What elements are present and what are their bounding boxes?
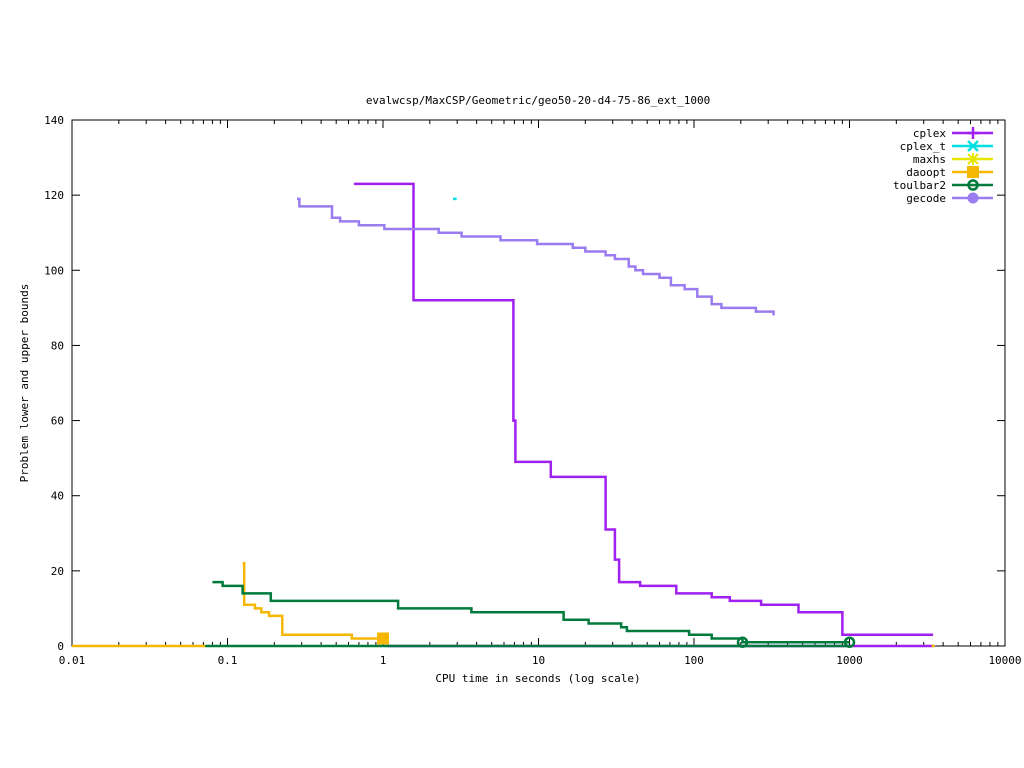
series-line [242, 562, 383, 640]
x-tick-label: 0.01 [59, 654, 86, 667]
x-tick-label: 1000 [836, 654, 863, 667]
axis-ticks [71, 119, 1006, 647]
x-axis-label: CPU time in seconds (log scale) [435, 672, 640, 685]
legend-label: cplex_t [900, 140, 946, 153]
circle-filled-marker [967, 192, 979, 204]
plot-area [71, 119, 1006, 647]
series-line [353, 182, 934, 636]
square-marker [967, 166, 979, 178]
legend-item-daoopt: daoopt [906, 166, 993, 179]
y-axis-label: Problem lower and upper bounds [18, 284, 31, 483]
series-line [212, 580, 850, 644]
y-tick-label: 20 [51, 565, 64, 578]
series-toulbar2 [212, 580, 850, 644]
series-layer [72, 182, 935, 648]
y-tick-label: 100 [44, 264, 64, 277]
circle-open-marker [736, 636, 749, 648]
y-tick-label: 40 [51, 490, 64, 503]
x-tick-label: 0.1 [218, 654, 238, 667]
legend-item-toulbar2: toulbar2 [893, 179, 993, 192]
y-tick-label: 140 [44, 114, 64, 127]
y-tick-label: 0 [57, 640, 64, 653]
legend-item-gecode: gecode [906, 192, 993, 205]
square-marker [377, 632, 389, 645]
x-tick-label: 1 [380, 654, 387, 667]
cross-marker [967, 140, 979, 152]
legend-item-cplex: cplex [913, 127, 993, 140]
legend-item-maxhs: maxhs [913, 153, 993, 166]
legend-label: daoopt [906, 166, 946, 179]
legend-label: toulbar2 [893, 179, 946, 192]
y-tick-label: 120 [44, 189, 64, 202]
series-line [297, 197, 775, 316]
circle-open-marker [967, 179, 979, 191]
x-tick-label: 10000 [988, 654, 1021, 667]
star-marker [967, 153, 979, 165]
data-markers [377, 632, 935, 648]
y-tick-label: 60 [51, 415, 64, 428]
y-tick-label: 80 [51, 339, 64, 352]
x-tick-label: 10 [532, 654, 545, 667]
series-daoopt [242, 562, 383, 640]
circle-open-marker [843, 636, 856, 648]
end-dot [931, 644, 935, 648]
plot-border [71, 119, 1006, 647]
legend-item-cplex_t: cplex_t [900, 140, 993, 153]
series-cplex [353, 182, 934, 636]
x-tick-label: 100 [684, 654, 704, 667]
series-gecode [297, 197, 775, 316]
plus-marker [967, 127, 979, 139]
x-axis: 0.01 0.1 1 10 100 1000 10000 [59, 654, 1022, 667]
chart-title: evalwcsp/MaxCSP/Geometric/geo50-20-d4-75… [366, 94, 710, 107]
legend-label: gecode [906, 192, 946, 205]
y-axis: 0 20 40 60 80 100 120 140 [44, 114, 64, 653]
legend-label: maxhs [913, 153, 946, 166]
legend-label: cplex [913, 127, 946, 140]
